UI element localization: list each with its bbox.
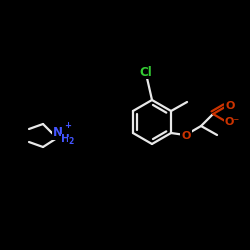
Text: N: N	[53, 126, 63, 140]
Text: +: +	[64, 121, 71, 130]
Text: Cl: Cl	[140, 66, 152, 78]
Text: O: O	[225, 101, 235, 111]
Text: 2: 2	[68, 136, 73, 145]
Text: O: O	[181, 131, 191, 141]
Text: H: H	[61, 134, 70, 144]
Text: O⁻: O⁻	[224, 117, 240, 127]
